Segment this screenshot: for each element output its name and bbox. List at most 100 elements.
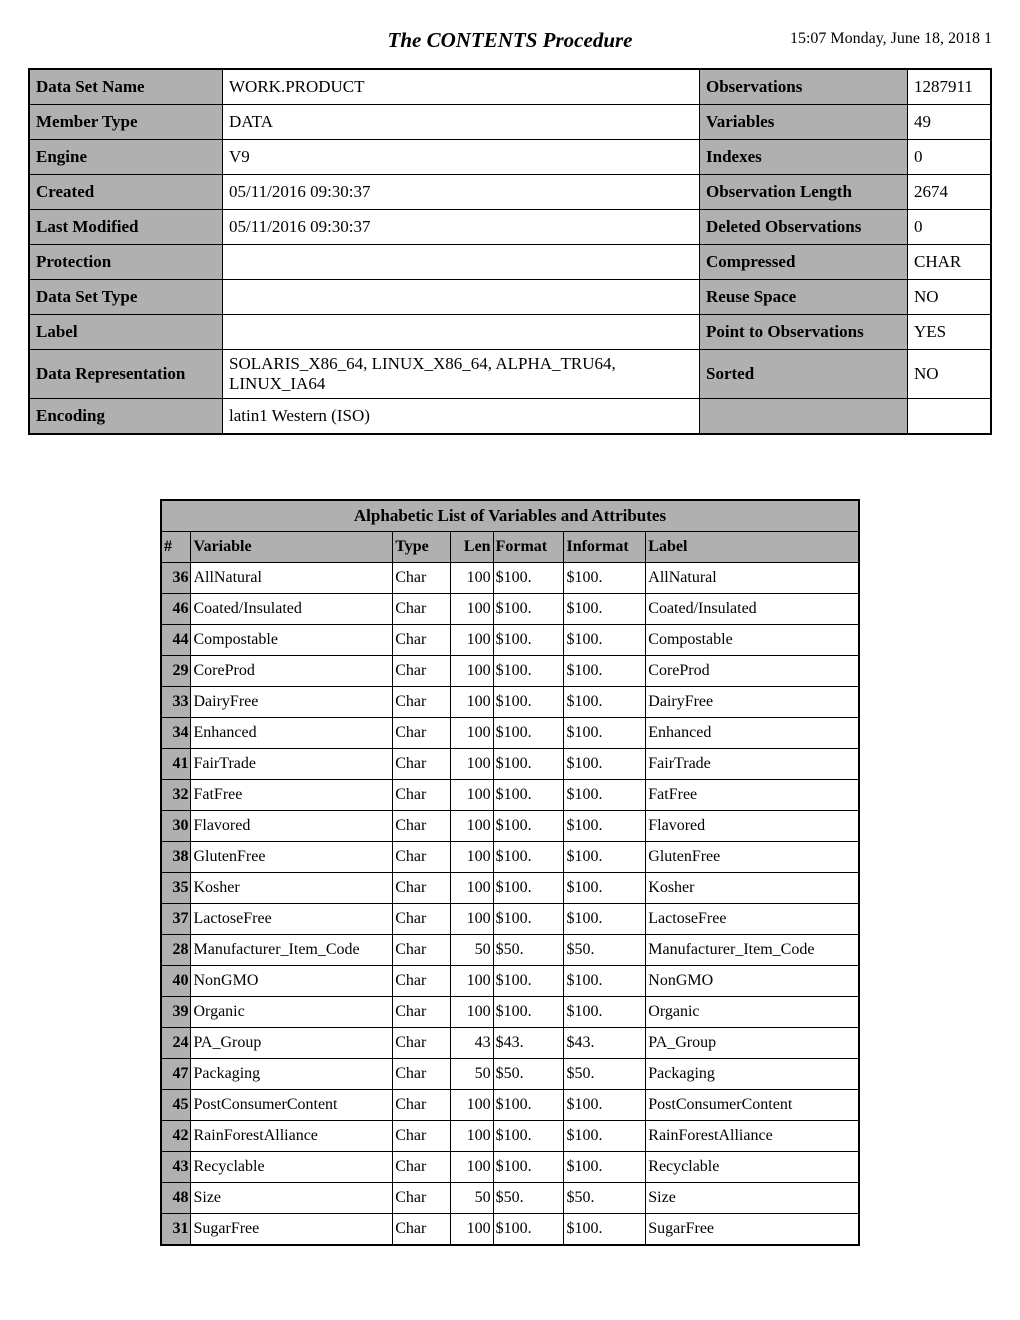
col-header-num: # — [161, 532, 191, 563]
var-label: LactoseFree — [646, 904, 859, 935]
metadata-key: Created — [29, 175, 223, 210]
metadata-key: Encoding — [29, 399, 223, 435]
var-format: $100. — [493, 904, 564, 935]
metadata-value — [223, 280, 700, 315]
var-format: $50. — [493, 1059, 564, 1090]
var-informat: $100. — [564, 656, 646, 687]
var-type: Char — [393, 625, 451, 656]
var-label: Kosher — [646, 873, 859, 904]
table-row: 44CompostableChar100$100.$100.Compostabl… — [161, 625, 859, 656]
var-type: Char — [393, 1059, 451, 1090]
var-name: Flavored — [191, 811, 393, 842]
var-label: PostConsumerContent — [646, 1090, 859, 1121]
var-format: $100. — [493, 625, 564, 656]
metadata-key: Last Modified — [29, 210, 223, 245]
var-type: Char — [393, 1152, 451, 1183]
metadata-key: Deleted Observations — [700, 210, 908, 245]
var-informat: $43. — [564, 1028, 646, 1059]
var-len: 100 — [451, 873, 494, 904]
metadata-value: 05/11/2016 09:30:37 — [223, 210, 700, 245]
var-type: Char — [393, 1028, 451, 1059]
var-format: $100. — [493, 780, 564, 811]
metadata-key: Observation Length — [700, 175, 908, 210]
var-name: FatFree — [191, 780, 393, 811]
var-num: 38 — [161, 842, 191, 873]
var-num: 40 — [161, 966, 191, 997]
metadata-value: V9 — [223, 140, 700, 175]
var-label: Enhanced — [646, 718, 859, 749]
var-num: 30 — [161, 811, 191, 842]
var-type: Char — [393, 563, 451, 594]
var-label: Packaging — [646, 1059, 859, 1090]
var-format: $100. — [493, 1090, 564, 1121]
metadata-key: Indexes — [700, 140, 908, 175]
metadata-key: Label — [29, 315, 223, 350]
var-len: 100 — [451, 656, 494, 687]
var-format: $100. — [493, 594, 564, 625]
var-label: FairTrade — [646, 749, 859, 780]
metadata-value: 05/11/2016 09:30:37 — [223, 175, 700, 210]
var-label: FatFree — [646, 780, 859, 811]
var-format: $100. — [493, 842, 564, 873]
page-header: The CONTENTS Procedure 15:07 Monday, Jun… — [28, 28, 992, 54]
var-format: $50. — [493, 1183, 564, 1214]
var-name: GlutenFree — [191, 842, 393, 873]
metadata-value: NO — [908, 350, 992, 399]
vars-table-title: Alphabetic List of Variables and Attribu… — [161, 500, 859, 532]
var-format: $100. — [493, 811, 564, 842]
var-len: 100 — [451, 811, 494, 842]
table-row: 45PostConsumerContentChar100$100.$100.Po… — [161, 1090, 859, 1121]
var-name: NonGMO — [191, 966, 393, 997]
var-name: FairTrade — [191, 749, 393, 780]
var-label: SugarFree — [646, 1214, 859, 1246]
col-header-len: Len — [451, 532, 494, 563]
metadata-row: Data Set TypeReuse SpaceNO — [29, 280, 991, 315]
var-name: CoreProd — [191, 656, 393, 687]
var-type: Char — [393, 904, 451, 935]
var-len: 50 — [451, 1059, 494, 1090]
var-name: SugarFree — [191, 1214, 393, 1246]
table-row: 47PackagingChar50$50.$50.Packaging — [161, 1059, 859, 1090]
metadata-key: Point to Observations — [700, 315, 908, 350]
var-num: 33 — [161, 687, 191, 718]
var-name: Size — [191, 1183, 393, 1214]
var-format: $100. — [493, 687, 564, 718]
var-num: 47 — [161, 1059, 191, 1090]
var-len: 100 — [451, 1214, 494, 1246]
var-type: Char — [393, 656, 451, 687]
col-header-label: Label — [646, 532, 859, 563]
metadata-value: CHAR — [908, 245, 992, 280]
var-len: 100 — [451, 997, 494, 1028]
var-len: 50 — [451, 935, 494, 966]
var-format: $100. — [493, 749, 564, 780]
var-label: Organic — [646, 997, 859, 1028]
var-informat: $100. — [564, 594, 646, 625]
table-row: 42RainForestAllianceChar100$100.$100.Rai… — [161, 1121, 859, 1152]
metadata-row: Last Modified05/11/2016 09:30:37Deleted … — [29, 210, 991, 245]
var-len: 50 — [451, 1183, 494, 1214]
var-type: Char — [393, 1183, 451, 1214]
var-num: 31 — [161, 1214, 191, 1246]
metadata-value: 49 — [908, 105, 992, 140]
var-label: PA_Group — [646, 1028, 859, 1059]
var-type: Char — [393, 873, 451, 904]
metadata-row: Created05/11/2016 09:30:37Observation Le… — [29, 175, 991, 210]
metadata-row: EngineV9Indexes0 — [29, 140, 991, 175]
table-row: 35KosherChar100$100.$100.Kosher — [161, 873, 859, 904]
metadata-value: YES — [908, 315, 992, 350]
var-label: DairyFree — [646, 687, 859, 718]
metadata-value — [908, 399, 992, 435]
var-name: Coated/Insulated — [191, 594, 393, 625]
var-type: Char — [393, 997, 451, 1028]
metadata-key: Protection — [29, 245, 223, 280]
var-label: AllNatural — [646, 563, 859, 594]
table-row: 30FlavoredChar100$100.$100.Flavored — [161, 811, 859, 842]
var-type: Char — [393, 749, 451, 780]
var-name: LactoseFree — [191, 904, 393, 935]
var-informat: $100. — [564, 873, 646, 904]
var-type: Char — [393, 935, 451, 966]
var-num: 44 — [161, 625, 191, 656]
metadata-value: 2674 — [908, 175, 992, 210]
table-row: 31SugarFreeChar100$100.$100.SugarFree — [161, 1214, 859, 1246]
metadata-value: latin1 Western (ISO) — [223, 399, 700, 435]
